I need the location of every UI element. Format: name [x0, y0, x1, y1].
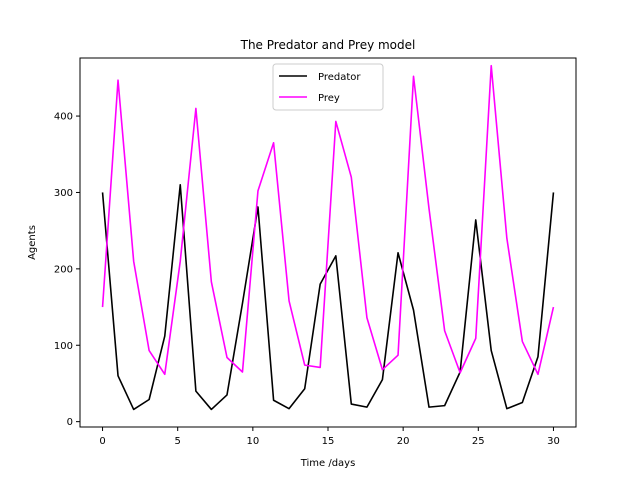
- x-tick-label: 25: [472, 436, 485, 447]
- x-tick-label: 30: [547, 436, 560, 447]
- series-line-prey: [101, 64, 555, 376]
- legend: Predator Prey: [272, 63, 384, 111]
- y-tick-label: 400: [54, 112, 73, 123]
- x-tick-label: 10: [246, 436, 259, 447]
- x-tick-label: 15: [322, 436, 335, 447]
- x-tick-label: 0: [99, 436, 105, 447]
- chart-title: The Predator and Prey model: [240, 38, 416, 52]
- legend-label-prey: Prey: [318, 93, 340, 104]
- y-tick-label: 200: [54, 264, 73, 275]
- series-line-predator: [101, 184, 555, 411]
- x-axis-label: Time /days: [300, 458, 356, 469]
- x-tick-label: 5: [175, 436, 181, 447]
- y-tick-label: 100: [54, 341, 73, 352]
- y-tick-label: 300: [54, 188, 73, 199]
- x-tick-label: 20: [397, 436, 410, 447]
- y-axis-label: Agents: [27, 225, 38, 260]
- y-tick-label: 0: [67, 417, 73, 428]
- legend-label-predator: Predator: [318, 72, 361, 83]
- series-layer: [101, 64, 555, 411]
